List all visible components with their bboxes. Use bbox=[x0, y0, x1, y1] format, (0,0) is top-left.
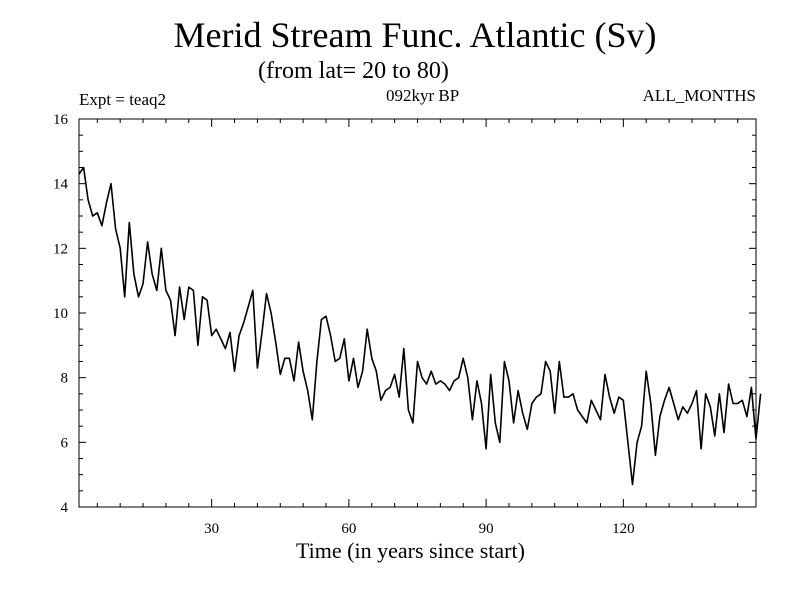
x-tick-label: 30 bbox=[204, 521, 219, 537]
x-tick-label: 60 bbox=[341, 521, 356, 537]
chart-subtitle: (from lat= 20 to 80) bbox=[258, 58, 449, 84]
y-tick-label: 10 bbox=[53, 306, 68, 322]
series-line bbox=[78, 166, 762, 486]
y-tick-label: 12 bbox=[53, 241, 68, 257]
x-tick-label: 120 bbox=[612, 521, 635, 537]
chart-title: Merid Stream Func. Atlantic (Sv) bbox=[173, 15, 657, 55]
y-tick-label: 4 bbox=[61, 500, 69, 516]
y-tick-label: 16 bbox=[53, 112, 69, 128]
y-tick-label: 6 bbox=[61, 435, 69, 451]
y-tick-label: 8 bbox=[61, 371, 69, 387]
months-label: ALL_MONTHS bbox=[642, 86, 756, 105]
period-label: 092kyr BP bbox=[386, 86, 460, 105]
x-axis-label: Time (in years since start) bbox=[296, 538, 525, 563]
experiment-label: Expt = teaq2 bbox=[79, 90, 167, 109]
y-tick-label: 14 bbox=[53, 177, 69, 193]
x-tick-label: 90 bbox=[479, 521, 494, 537]
